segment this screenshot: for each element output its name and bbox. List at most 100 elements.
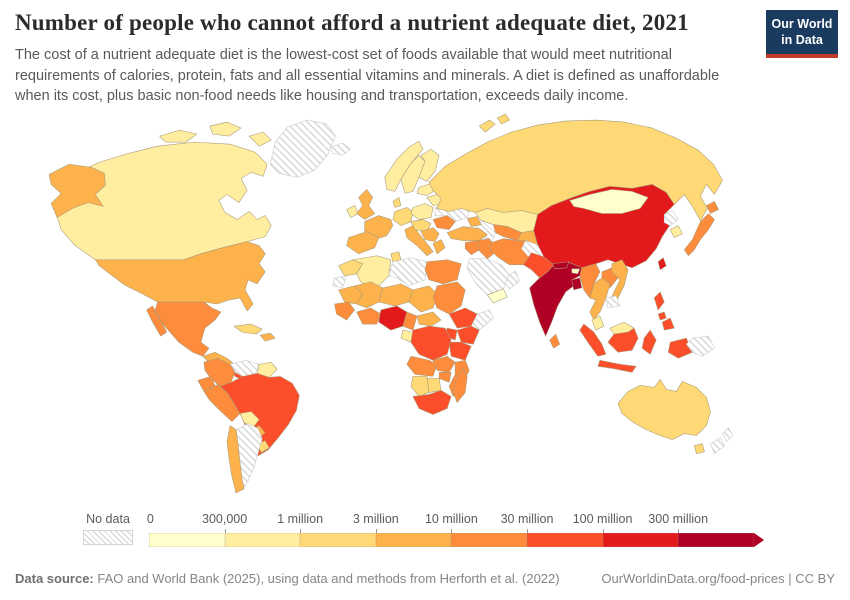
country-iberia[interactable] — [346, 231, 380, 254]
legend-bin[interactable] — [678, 533, 764, 547]
country-syria-levant[interactable] — [464, 240, 482, 256]
country-tanzania[interactable] — [448, 341, 472, 361]
country-ecuador[interactable] — [197, 376, 216, 392]
legend-tick-label: 300,000 — [202, 512, 248, 526]
legend-no-data[interactable]: No data — [83, 512, 133, 545]
country-angola[interactable] — [406, 355, 438, 377]
legend-colorbar-wrap: 0 300,000 1 million 3 million 10 million 30 m… — [146, 512, 789, 547]
legend-tick-label: 1 million — [277, 512, 324, 526]
country-namibia[interactable] — [410, 376, 430, 397]
legend-tick-label: 0 — [146, 512, 154, 526]
country-chad[interactable] — [408, 285, 438, 313]
legend-bin[interactable] — [526, 533, 603, 547]
legend-bin[interactable] — [149, 533, 225, 547]
country-kenya[interactable] — [456, 325, 480, 345]
country-western-sahara[interactable] — [332, 275, 347, 289]
owid-logo[interactable]: Our World in Data — [766, 10, 838, 59]
country-turkey[interactable] — [446, 226, 488, 241]
country-cambodia[interactable] — [605, 295, 621, 309]
country-norway[interactable] — [384, 140, 424, 192]
country-mexico[interactable] — [146, 301, 222, 357]
country-bhutan[interactable] — [571, 268, 581, 275]
legend-tickmark — [602, 529, 604, 533]
country-senegal-guinea[interactable] — [334, 301, 355, 321]
country-nepal[interactable] — [552, 261, 570, 270]
country-denmark[interactable] — [392, 197, 402, 208]
legend-tick-label: 30 million — [500, 512, 554, 526]
country-canada[interactable] — [54, 121, 272, 261]
country-ireland[interactable] — [346, 205, 359, 218]
country-taiwan[interactable] — [657, 257, 667, 271]
country-balkans[interactable] — [420, 227, 440, 242]
country-mongolia[interactable] — [569, 189, 649, 214]
owid-logo-line2: in Data — [781, 32, 823, 47]
country-russia[interactable] — [428, 113, 723, 221]
country-thailand[interactable] — [589, 277, 611, 321]
country-south-korea[interactable] — [669, 225, 683, 238]
country-caucasus[interactable] — [466, 216, 482, 227]
country-egypt[interactable] — [424, 259, 462, 285]
country-united-states[interactable] — [48, 163, 266, 312]
legend-tick-label: 10 million — [424, 512, 478, 526]
legend-bin[interactable] — [300, 533, 376, 547]
world-map-container — [6, 112, 842, 504]
chart-footer: Data source: FAO and World Bank (2025), … — [15, 571, 835, 586]
country-philippines[interactable] — [653, 291, 675, 331]
legend-bin[interactable] — [451, 533, 527, 547]
country-zimbabwe[interactable] — [438, 372, 452, 383]
country-south-africa[interactable] — [412, 390, 452, 415]
legend-tick-label: 3 million — [352, 512, 399, 526]
country-central-europe[interactable] — [410, 219, 432, 232]
country-somalia[interactable] — [470, 309, 494, 331]
country-libya[interactable] — [388, 257, 428, 287]
country-botswana[interactable] — [426, 378, 442, 393]
country-sudan[interactable] — [432, 281, 466, 315]
legend-bin[interactable] — [602, 533, 679, 547]
country-dr-congo[interactable] — [410, 325, 452, 361]
legend-bin[interactable] — [375, 533, 452, 547]
country-central-african-republic[interactable] — [416, 311, 442, 327]
country-nigeria[interactable] — [378, 305, 408, 331]
country-united-kingdom[interactable] — [356, 189, 376, 220]
country-mali[interactable] — [354, 281, 384, 309]
country-papua-new-guinea[interactable] — [686, 335, 715, 357]
country-guyanas[interactable] — [256, 362, 278, 378]
country-ivory-coast-ghana[interactable] — [356, 307, 382, 325]
country-indonesia[interactable] — [579, 323, 693, 373]
country-malaysia[interactable] — [591, 315, 635, 335]
country-australia[interactable] — [617, 379, 711, 455]
country-north-korea[interactable] — [663, 210, 679, 226]
country-romania[interactable] — [432, 215, 456, 230]
country-sri-lanka[interactable] — [549, 333, 560, 349]
legend-tickmark — [678, 529, 680, 533]
chart-header: Number of people who cannot afford a nut… — [15, 10, 755, 107]
country-bangladesh[interactable] — [571, 277, 583, 291]
country-greenland[interactable] — [269, 119, 336, 178]
page-title: Number of people who cannot afford a nut… — [15, 10, 689, 35]
legend-tick-label: 100 million — [572, 512, 633, 526]
country-niger[interactable] — [378, 283, 414, 307]
country-greece[interactable] — [432, 239, 446, 254]
country-poland[interactable] — [410, 203, 434, 220]
owid-license-link[interactable]: OurWorldinData.org/food-prices | CC BY — [601, 571, 835, 586]
country-finland[interactable] — [418, 148, 440, 182]
country-new-zealand[interactable] — [710, 427, 733, 455]
legend-tickmark — [527, 529, 528, 533]
country-brazil[interactable] — [217, 373, 300, 457]
country-iceland[interactable] — [330, 142, 351, 156]
country-japan[interactable] — [684, 201, 719, 257]
data-source-text: FAO and World Bank (2025), using data an… — [93, 571, 560, 586]
country-cuba[interactable] — [233, 323, 263, 335]
country-yemen[interactable] — [487, 288, 508, 304]
country-chile[interactable] — [226, 425, 245, 494]
country-bolivia[interactable] — [239, 411, 260, 428]
legend-bin[interactable] — [224, 533, 301, 547]
country-germany[interactable] — [392, 207, 414, 226]
country-oman[interactable] — [505, 270, 520, 290]
legend-tickmark — [375, 529, 377, 533]
data-source-label: Data source: — [15, 571, 94, 586]
country-madagascar[interactable] — [452, 368, 468, 403]
country-hispaniola[interactable] — [259, 332, 276, 342]
country-zambia[interactable] — [432, 355, 456, 373]
no-data-swatch[interactable] — [83, 530, 133, 545]
